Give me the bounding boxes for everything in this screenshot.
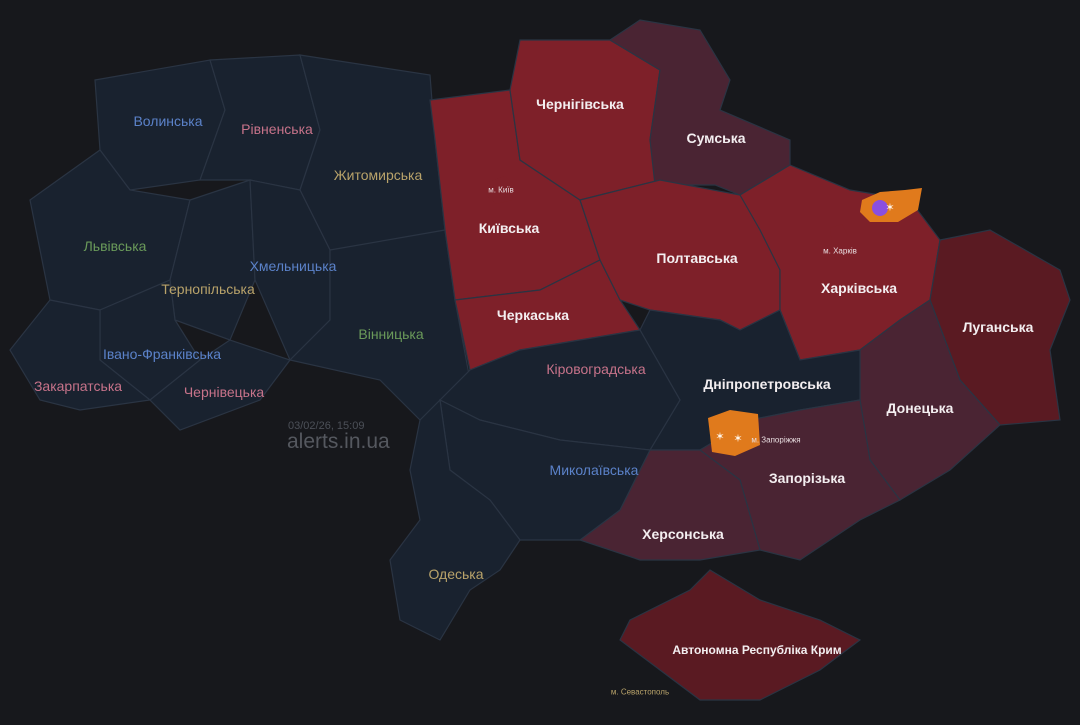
region-label-ivano-frankivska: Івано-Франківська (102, 346, 222, 362)
region-label-sumska: Сумська (686, 130, 746, 146)
region-zakarpatska[interactable] (9, 299, 152, 411)
region-label-zaporizka: Запорізька (768, 470, 846, 486)
region-label-crimea: Автономна Республіка Крим (672, 643, 842, 657)
region-label-rivnenska: Рівненська (241, 121, 313, 137)
region-label-mykolaivska: Миколаївська (549, 462, 639, 478)
region-label-kyivska: Київська (478, 220, 540, 236)
drone-icon (872, 200, 888, 216)
region-crimea[interactable] (619, 569, 862, 701)
region-label-khersonska: Херсонська (642, 526, 724, 542)
region-odeska[interactable] (389, 398, 521, 641)
region-label-dnipropetrovska: Дніпропетровська (703, 376, 831, 392)
city-zaporizhzhia[interactable] (708, 410, 760, 456)
region-label-zakarpatska: Закарпатська (33, 378, 123, 394)
region-label-chernivetska: Чернівецька (183, 384, 265, 400)
brand-watermark: alerts.in.ua (287, 430, 390, 453)
region-chernivetska[interactable] (149, 339, 291, 431)
city-label-zaporizhzhia: м. Запоріжжя (751, 435, 801, 445)
region-label-poltavska: Полтавська (656, 250, 738, 266)
region-label-chernihivska: Чернігівська (536, 96, 624, 112)
region-label-lvivska: Львівська (83, 238, 147, 254)
explosion-icon: ✶ (715, 431, 724, 443)
region-label-donetska: Донецька (886, 400, 954, 416)
region-label-vinnytska: Вінницька (358, 326, 424, 342)
city-label-sevastopol: м. Севастополь (610, 687, 670, 697)
city-label-kyiv: м. Київ (488, 185, 514, 195)
timestamp: 03/02/26, 15:09 (288, 420, 365, 432)
city-kyiv[interactable] (486, 176, 515, 204)
explosion-icon: ✶ (885, 202, 894, 214)
region-label-cherkaska: Черкаська (496, 307, 570, 323)
region-label-luhanska: Луганська (962, 319, 1034, 335)
region-label-volynska: Волинська (133, 113, 203, 129)
region-label-zhytomyrska: Житомирська (333, 167, 423, 183)
region-zhytomyrska[interactable] (299, 54, 446, 251)
region-label-kirovohradska: Кіровоградська (546, 361, 646, 377)
region-label-kharkivska: Харківська (820, 280, 898, 296)
region-label-odeska: Одеська (428, 566, 484, 582)
city-label-kharkiv: м. Харків (823, 246, 857, 256)
explosion-icon: ✶ (733, 433, 742, 445)
region-label-ternopilska: Тернопільська (161, 281, 255, 297)
region-label-khmelnytska: Хмельницька (249, 258, 337, 274)
city-kharkiv[interactable] (830, 224, 848, 246)
